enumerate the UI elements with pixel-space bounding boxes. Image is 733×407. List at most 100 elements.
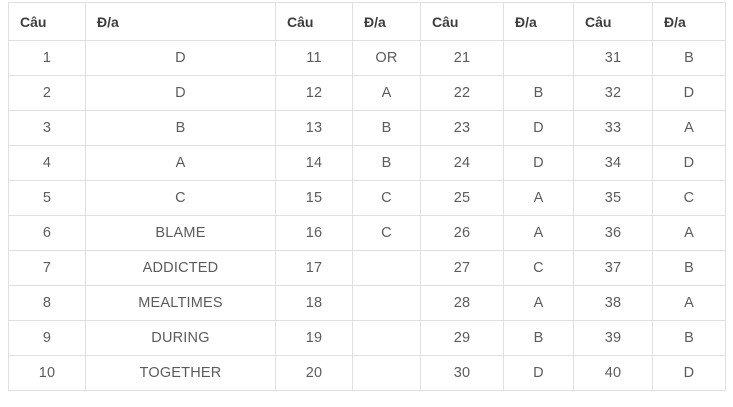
- answer-cell: DURING: [85, 320, 276, 356]
- answer-cell: MEALTIMES: [85, 285, 276, 321]
- question-number-cell: 39: [573, 320, 653, 356]
- question-number-cell: 16: [275, 215, 353, 251]
- question-number-cell: 8: [8, 285, 86, 321]
- answer-cell: BLAME: [85, 215, 276, 251]
- question-number-cell: 4: [8, 145, 86, 181]
- question-number-cell: 14: [275, 145, 353, 181]
- question-number-cell: 30: [420, 355, 504, 391]
- answer-cell: D: [503, 110, 574, 146]
- answer-cell: [352, 250, 421, 286]
- question-number-cell: 38: [573, 285, 653, 321]
- question-number-cell: 34: [573, 145, 653, 181]
- column-header-cau: Câu: [275, 2, 353, 41]
- question-number-cell: 5: [8, 180, 86, 216]
- column-header-cau: Câu: [573, 2, 653, 41]
- table-row: 7 ADDICTED 17 27 C 37 B: [8, 250, 726, 286]
- table-row: 1 D 11 OR 21 31 B: [8, 40, 726, 76]
- question-number-cell: 9: [8, 320, 86, 356]
- table-body: 1 D 11 OR 21 31 B 2 D 12 A 22 B 32 D 3 B 13 B 23 D 33 A 4 A 14 B 24…: [8, 40, 726, 391]
- question-number-cell: 7: [8, 250, 86, 286]
- question-number-cell: 13: [275, 110, 353, 146]
- answer-cell: D: [85, 75, 276, 111]
- table-header: Câu Đ/a Câu Đ/a Câu Đ/a Câu Đ/a: [8, 2, 726, 41]
- question-number-cell: 29: [420, 320, 504, 356]
- question-number-cell: 37: [573, 250, 653, 286]
- answer-cell: C: [85, 180, 276, 216]
- answer-cell: B: [652, 40, 726, 76]
- question-number-cell: 25: [420, 180, 504, 216]
- answer-cell: [352, 320, 421, 356]
- question-number-cell: 21: [420, 40, 504, 76]
- answer-cell: B: [85, 110, 276, 146]
- question-number-cell: 26: [420, 215, 504, 251]
- question-number-cell: 33: [573, 110, 653, 146]
- answer-cell: OR: [352, 40, 421, 76]
- answer-cell: B: [503, 320, 574, 356]
- question-number-cell: 12: [275, 75, 353, 111]
- table-row: 5 C 15 C 25 A 35 C: [8, 180, 726, 216]
- answer-cell: A: [352, 75, 421, 111]
- question-number-cell: 31: [573, 40, 653, 76]
- answer-cell: TOGETHER: [85, 355, 276, 391]
- question-number-cell: 6: [8, 215, 86, 251]
- question-number-cell: 18: [275, 285, 353, 321]
- answer-cell: A: [652, 285, 726, 321]
- question-number-cell: 35: [573, 180, 653, 216]
- column-header-da: Đ/a: [503, 2, 574, 41]
- answer-cell: [352, 355, 421, 391]
- question-number-cell: 27: [420, 250, 504, 286]
- question-number-cell: 19: [275, 320, 353, 356]
- answer-cell: B: [352, 110, 421, 146]
- answer-cell: B: [652, 320, 726, 356]
- question-number-cell: 3: [8, 110, 86, 146]
- question-number-cell: 1: [8, 40, 86, 76]
- answer-cell: A: [503, 180, 574, 216]
- column-header-cau: Câu: [420, 2, 504, 41]
- answer-cell: D: [652, 145, 726, 181]
- question-number-cell: 40: [573, 355, 653, 391]
- table-row: 8 MEALTIMES 18 28 A 38 A: [8, 285, 726, 321]
- column-header-da: Đ/a: [352, 2, 421, 41]
- answer-cell: B: [503, 75, 574, 111]
- answer-cell: C: [652, 180, 726, 216]
- answer-cell: [352, 285, 421, 321]
- answer-cell: D: [652, 75, 726, 111]
- table-row: 10 TOGETHER 20 30 D 40 D: [8, 355, 726, 391]
- table-row: 9 DURING 19 29 B 39 B: [8, 320, 726, 356]
- question-number-cell: 22: [420, 75, 504, 111]
- header-row: Câu Đ/a Câu Đ/a Câu Đ/a Câu Đ/a: [8, 2, 726, 41]
- question-number-cell: 24: [420, 145, 504, 181]
- column-header-da: Đ/a: [85, 2, 276, 41]
- answer-cell: C: [503, 250, 574, 286]
- column-header-cau: Câu: [8, 2, 86, 41]
- answer-cell: D: [503, 355, 574, 391]
- answer-cell: B: [352, 145, 421, 181]
- answer-cell: A: [652, 215, 726, 251]
- question-number-cell: 11: [275, 40, 353, 76]
- answer-cell: A: [85, 145, 276, 181]
- answer-cell: D: [85, 40, 276, 76]
- answer-cell: D: [503, 145, 574, 181]
- answer-cell: B: [652, 250, 726, 286]
- table-row: 6 BLAME 16 C 26 A 36 A: [8, 215, 726, 251]
- answer-cell: D: [652, 355, 726, 391]
- question-number-cell: 20: [275, 355, 353, 391]
- question-number-cell: 32: [573, 75, 653, 111]
- answer-cell: A: [652, 110, 726, 146]
- question-number-cell: 36: [573, 215, 653, 251]
- table-row: 4 A 14 B 24 D 34 D: [8, 145, 726, 181]
- answer-cell: A: [503, 285, 574, 321]
- question-number-cell: 15: [275, 180, 353, 216]
- table-row: 2 D 12 A 22 B 32 D: [8, 75, 726, 111]
- column-header-da: Đ/a: [652, 2, 726, 41]
- table-row: 3 B 13 B 23 D 33 A: [8, 110, 726, 146]
- answer-cell: C: [352, 215, 421, 251]
- answer-cell: A: [503, 215, 574, 251]
- question-number-cell: 17: [275, 250, 353, 286]
- question-number-cell: 10: [8, 355, 86, 391]
- answer-cell: ADDICTED: [85, 250, 276, 286]
- answer-cell: [503, 40, 574, 76]
- question-number-cell: 28: [420, 285, 504, 321]
- answer-cell: C: [352, 180, 421, 216]
- question-number-cell: 23: [420, 110, 504, 146]
